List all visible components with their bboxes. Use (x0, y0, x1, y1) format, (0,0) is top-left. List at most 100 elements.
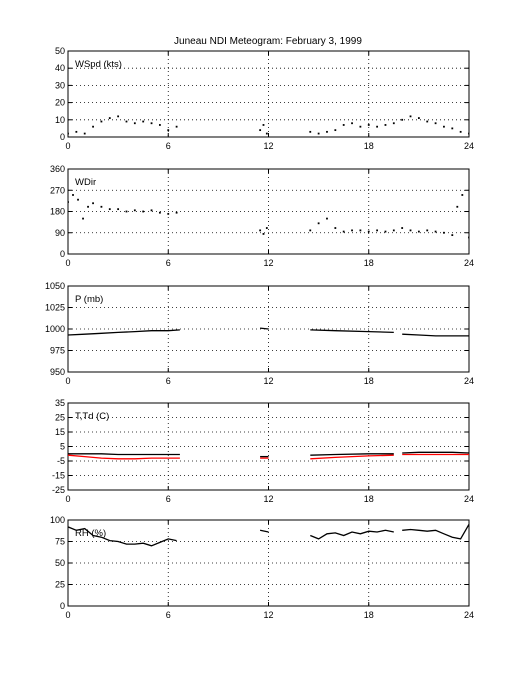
panel-t-td-c: 0 6 12 18 24 -25 -15 -5 5 15 25 35 T,Td (C) (52, 398, 474, 504)
rh-series-0-segment (402, 523, 469, 540)
wspd-kts-xtick-label: 0 (65, 141, 70, 151)
wspd-kts-series-0-point (167, 129, 170, 132)
rh-xtick-label: 0 (65, 610, 70, 620)
t-td-c-panel-label: T,Td (C) (75, 411, 109, 422)
wdir-series-0-point (451, 234, 454, 237)
rh-xtick-label: 24 (464, 610, 474, 620)
t-td-c-xtick-label: 6 (166, 494, 171, 504)
wspd-kts-series-0-point (459, 130, 462, 133)
wdir-series-0-point (317, 222, 320, 225)
t-td-c-ytick-label: 25 (55, 413, 65, 423)
wspd-kts-series-0-point (367, 124, 370, 126)
wdir-series-0-point (392, 229, 395, 232)
wdir-series-0-point (434, 230, 437, 233)
wspd-kts-ytick-label: 20 (55, 98, 65, 108)
rh-ytick-label: 25 (55, 580, 65, 590)
wdir-xtick-label: 24 (464, 258, 474, 268)
wdir-series-0-point (82, 217, 84, 220)
t-td-c-ytick-label: -5 (57, 456, 65, 466)
wdir-series-0-point (309, 229, 312, 232)
wdir-series-0-point (265, 227, 268, 229)
wspd-kts-series-0-point (117, 115, 120, 118)
wdir-series-0-point (342, 230, 345, 233)
wspd-kts-series-0-point (317, 132, 320, 135)
wspd-kts-series-0-point (133, 122, 136, 125)
wspd-kts-ytick-label: 50 (55, 46, 65, 56)
wdir-ytick-label: 90 (55, 228, 65, 238)
wdir-series-0-point (77, 198, 79, 201)
wdir-xtick-label: 18 (364, 258, 374, 268)
t-td-c-series-td-segment (68, 454, 180, 460)
wdir-series-0-point (108, 208, 111, 211)
wspd-kts-series-0-point (392, 122, 395, 125)
p-mb-ytick-label: 950 (50, 367, 65, 377)
wspd-kts-series-0-point (262, 124, 265, 126)
wdir-series-0-point (150, 209, 153, 212)
p-mb-xtick-label: 18 (364, 376, 374, 386)
wdir-series-0-point (367, 230, 370, 233)
wspd-kts-series-0-point (83, 132, 86, 135)
wdir-grid (68, 169, 469, 254)
wdir-series-0-point (167, 212, 170, 215)
wspd-kts-series-0-point (334, 129, 337, 132)
wspd-kts-series-0-point (359, 125, 362, 128)
rh-ytick-label: 0 (60, 601, 65, 611)
t-td-c-data (68, 451, 469, 460)
wdir-series-0-point (92, 202, 94, 205)
p-mb-xtick-label: 12 (263, 376, 273, 386)
wspd-kts-data (68, 115, 469, 135)
t-td-c-grid (68, 403, 469, 490)
wspd-kts-ytick-label: 10 (55, 115, 65, 125)
wspd-kts-series-0-point (158, 124, 161, 126)
t-td-c-ytick-label: -25 (52, 485, 65, 495)
wspd-kts-series-0-point (265, 132, 268, 135)
t-td-c-series-t-segment (402, 451, 469, 454)
t-td-c-ytick-label: 15 (55, 427, 65, 437)
wspd-kts-series-0-point (75, 130, 78, 133)
wdir-series-0-point (456, 205, 459, 208)
wspd-kts-series-0-point (68, 132, 69, 135)
rh-ytick-label: 50 (55, 558, 65, 568)
wspd-kts-series-0-point (150, 122, 153, 125)
wspd-kts-series-0-point (108, 117, 111, 119)
t-td-c-series-td-segment (310, 454, 394, 460)
wspd-kts-series-0-point (142, 120, 145, 123)
wspd-kts-series-0-point (125, 120, 128, 123)
wspd-kts-series-0-point (401, 118, 404, 121)
wspd-kts-series-0-point (417, 117, 420, 119)
p-mb-series-0-segment (68, 329, 180, 336)
wdir-series-0-point (426, 229, 429, 232)
wdir-ytick-label: 180 (50, 207, 65, 217)
wspd-kts-series-0-point (326, 130, 328, 133)
figure-title: Juneau NDI Meteogram: February 3, 1999 (174, 36, 362, 47)
wdir-series-0-point (259, 229, 262, 232)
wdir-ytick-label: 0 (60, 249, 65, 259)
wspd-kts-series-0-point (468, 132, 469, 135)
rh-series-0-segment (259, 529, 269, 533)
wdir-series-0-point (117, 208, 120, 211)
wspd-kts-series-0-point (175, 125, 178, 128)
p-mb-ytick-label: 1050 (45, 281, 65, 291)
wspd-kts-panel-label: WSpd (kts) (75, 59, 122, 70)
wspd-kts-series-0-point (259, 129, 262, 132)
wdir-series-0-point (68, 201, 69, 203)
wdir-series-0-point (359, 229, 362, 232)
wdir-xtick-label: 12 (263, 258, 273, 268)
t-td-c-series-t-segment (68, 453, 180, 456)
wdir-series-0-point (158, 211, 161, 214)
wspd-kts-series-0-point (376, 125, 379, 128)
panel-wspd-kts: 0 6 12 18 24 0 10 20 30 40 50 WSpd (kts) (55, 46, 474, 151)
wdir-series-0-point (409, 229, 412, 232)
wdir-series-0-point (461, 194, 464, 196)
p-mb-ytick-label: 1025 (45, 303, 65, 313)
rh-series-0-segment (310, 529, 394, 540)
p-mb-series-0-segment (310, 329, 394, 334)
wdir-panel-label: WDir (75, 177, 96, 188)
rh-data (68, 523, 469, 547)
rh-ytick-label: 75 (55, 537, 65, 547)
wspd-kts-ytick-label: 0 (60, 132, 65, 142)
wdir-series-0-point (384, 230, 387, 233)
